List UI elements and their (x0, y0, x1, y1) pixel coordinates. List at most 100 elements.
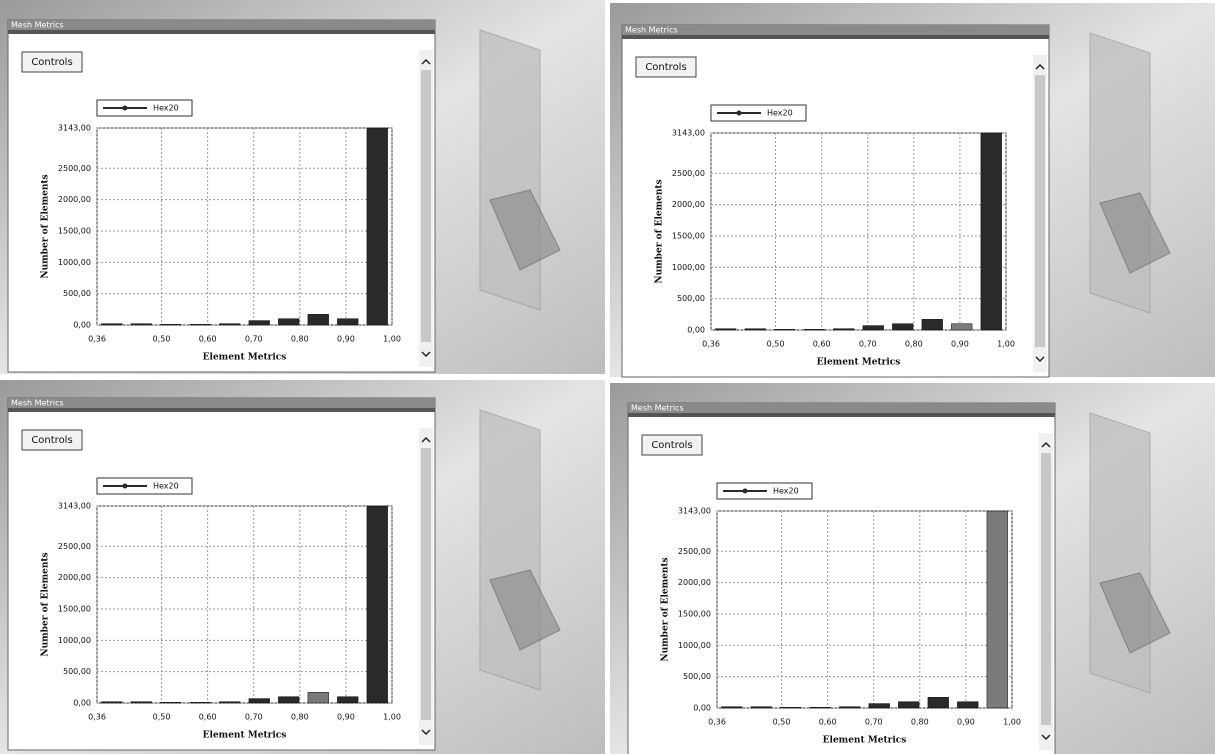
button-label: Controls (645, 62, 686, 73)
x-tick-label: 0,50 (767, 340, 785, 349)
x-axis-label: Element Metrics (203, 731, 287, 741)
bar (308, 314, 329, 325)
bar (928, 697, 949, 708)
x-tick-label: 0,70 (245, 713, 263, 722)
scrollbar-thumb (421, 70, 431, 342)
legend-marker (123, 106, 128, 111)
y-tick-label: 0,00 (687, 326, 705, 335)
plot-area (717, 511, 1012, 708)
y-tick-label: 500,00 (63, 289, 91, 298)
window-title: Mesh Metrics (11, 399, 64, 408)
y-tick-label: 2500,00 (58, 164, 91, 173)
mesh-metrics-window: Mesh MetricsControls0,00500,001000,00150… (8, 20, 435, 372)
bar (278, 697, 299, 703)
y-tick-label: 2000,00 (678, 578, 711, 587)
legend-label: Hex20 (773, 487, 799, 496)
bar (160, 702, 181, 703)
model-plate (1090, 413, 1150, 693)
x-tick-label: 0,70 (245, 335, 263, 344)
bar (131, 702, 152, 703)
x-tick-label: 0,80 (911, 718, 929, 727)
plot-area (97, 506, 392, 703)
bar (780, 707, 801, 708)
bar (249, 699, 270, 703)
bar (101, 702, 122, 703)
y-tick-label: 0,00 (73, 321, 91, 330)
model-plate (480, 410, 540, 690)
y-tick-label: 3143,00 (678, 507, 711, 516)
y-tick-label: 1500,00 (58, 604, 91, 613)
bar (249, 321, 270, 325)
x-tick-label: 0,60 (819, 718, 837, 727)
y-axis-label: Number of Elements (661, 557, 671, 661)
bar (721, 707, 742, 708)
legend-label: Hex20 (767, 109, 793, 118)
legend-marker (737, 111, 742, 116)
button-label: Controls (651, 440, 692, 451)
scrollbar-thumb (1035, 75, 1045, 347)
x-tick-label: 0,90 (951, 340, 969, 349)
bar (367, 506, 388, 703)
x-tick-label: 0,36 (702, 340, 720, 349)
x-tick-label: 0,50 (773, 718, 791, 727)
title-bar (622, 25, 1049, 35)
x-tick-label: 0,80 (291, 335, 309, 344)
y-tick-label: 1000,00 (678, 641, 711, 650)
y-tick-label: 1500,00 (678, 609, 711, 618)
x-tick-label: 0,60 (813, 340, 831, 349)
controls-button[interactable]: Controls (22, 52, 82, 72)
y-tick-label: 500,00 (63, 667, 91, 676)
bar (898, 702, 919, 708)
bar (863, 326, 884, 330)
y-axis-label: Number of Elements (41, 552, 51, 656)
scrollbar-thumb (1041, 453, 1051, 725)
x-axis-label: Element Metrics (203, 353, 287, 363)
y-tick-label: 0,00 (693, 704, 711, 713)
legend-marker (743, 489, 748, 494)
controls-button[interactable]: Controls (642, 435, 702, 455)
title-underline (628, 413, 1055, 417)
bar (892, 324, 913, 330)
y-tick-label: 1500,00 (58, 226, 91, 235)
controls-button[interactable]: Controls (636, 57, 696, 77)
y-tick-label: 2500,00 (672, 169, 705, 178)
y-tick-label: 2500,00 (58, 542, 91, 551)
bar (869, 704, 890, 708)
bar (367, 128, 388, 325)
mesh-metrics-window: Mesh Metrics Controls 0,00 500,00 1000,00 150… (628, 403, 1055, 754)
x-tick-label: 0,90 (337, 335, 355, 344)
bar (987, 511, 1008, 708)
title-bar (628, 403, 1055, 413)
y-tick-label: 2000,00 (672, 200, 705, 209)
bar (190, 324, 211, 325)
button-label: Controls (31, 435, 72, 446)
y-tick-label: 500,00 (683, 672, 711, 681)
legend-marker (123, 484, 128, 489)
bar (839, 707, 860, 708)
screenshot: Mesh Metrics Controls 0,00 500,00 1000,00 150… (0, 0, 1215, 754)
bar (981, 133, 1002, 330)
window-title: Mesh Metrics (631, 404, 684, 413)
x-axis-label: Element Metrics (823, 736, 907, 746)
mesh-metrics-window: Mesh MetricsControls0,00500,001000,00150… (8, 398, 435, 750)
x-tick-label: 0,36 (88, 335, 106, 344)
x-tick-label: 0,36 (708, 718, 726, 727)
x-tick-label: 0,36 (88, 713, 106, 722)
plot-area (97, 128, 392, 325)
y-tick-label: 1500,00 (672, 231, 705, 240)
x-tick-label: 0,80 (905, 340, 923, 349)
y-tick-label: 3143,00 (58, 502, 91, 511)
bar (337, 319, 358, 325)
bar (922, 319, 943, 330)
x-tick-label: 0,50 (153, 713, 171, 722)
x-tick-label: 0,80 (291, 713, 309, 722)
controls-button[interactable]: Controls (22, 430, 82, 450)
bar (219, 324, 240, 325)
mesh-metrics-window: Mesh MetricsControls0,00500,001000,00150… (622, 25, 1049, 377)
bar (745, 329, 766, 330)
x-tick-label: 1,00 (1003, 718, 1021, 727)
x-tick-label: 1,00 (383, 713, 401, 722)
y-tick-label: 1000,00 (58, 636, 91, 645)
y-tick-label: 500,00 (677, 294, 705, 303)
y-tick-label: 2500,00 (678, 547, 711, 556)
